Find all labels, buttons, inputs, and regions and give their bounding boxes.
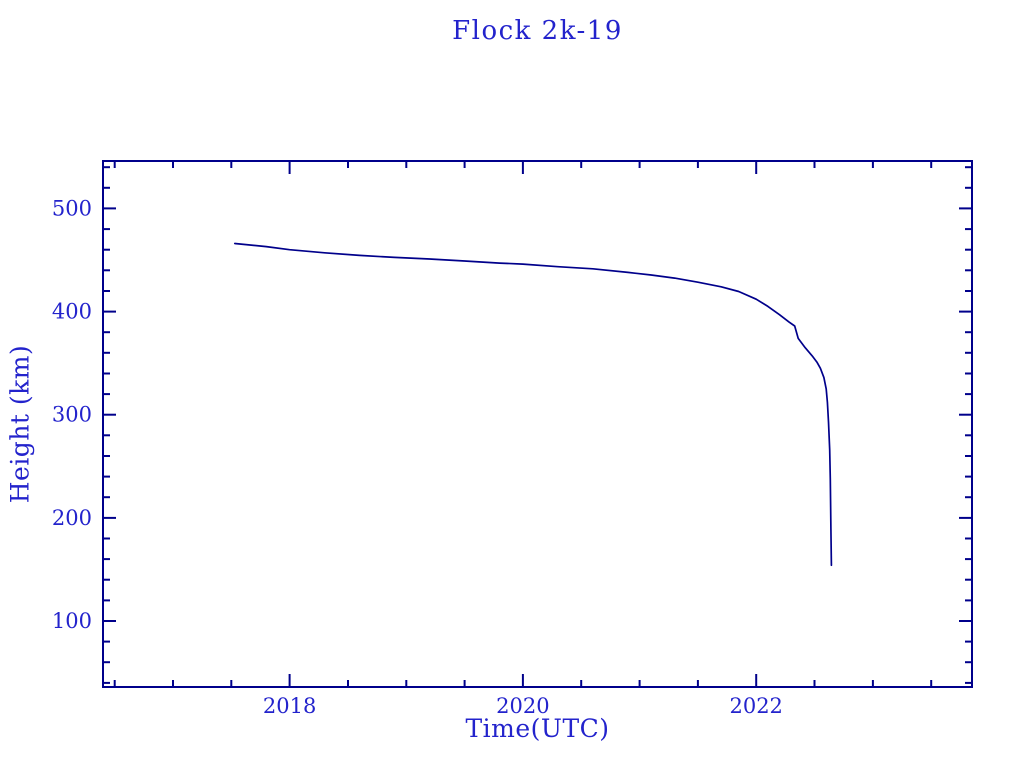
y-tick-label: 100 xyxy=(52,609,92,633)
chart-title: Flock 2k-19 xyxy=(452,16,623,46)
y-tick-label: 400 xyxy=(52,300,92,324)
y-tick-label: 300 xyxy=(52,403,92,427)
y-tick-label: 500 xyxy=(52,196,92,220)
x-tick-label: 2022 xyxy=(729,694,782,718)
x-axis-label: Time(UTC) xyxy=(465,714,610,743)
height-curve xyxy=(233,242,833,567)
x-tick-label: 2020 xyxy=(496,694,549,718)
x-tick-label: 2018 xyxy=(263,694,316,718)
y-axis-label: Height (km) xyxy=(5,344,35,504)
y-tick-label: 200 xyxy=(52,506,92,530)
plot-frame xyxy=(102,160,973,688)
